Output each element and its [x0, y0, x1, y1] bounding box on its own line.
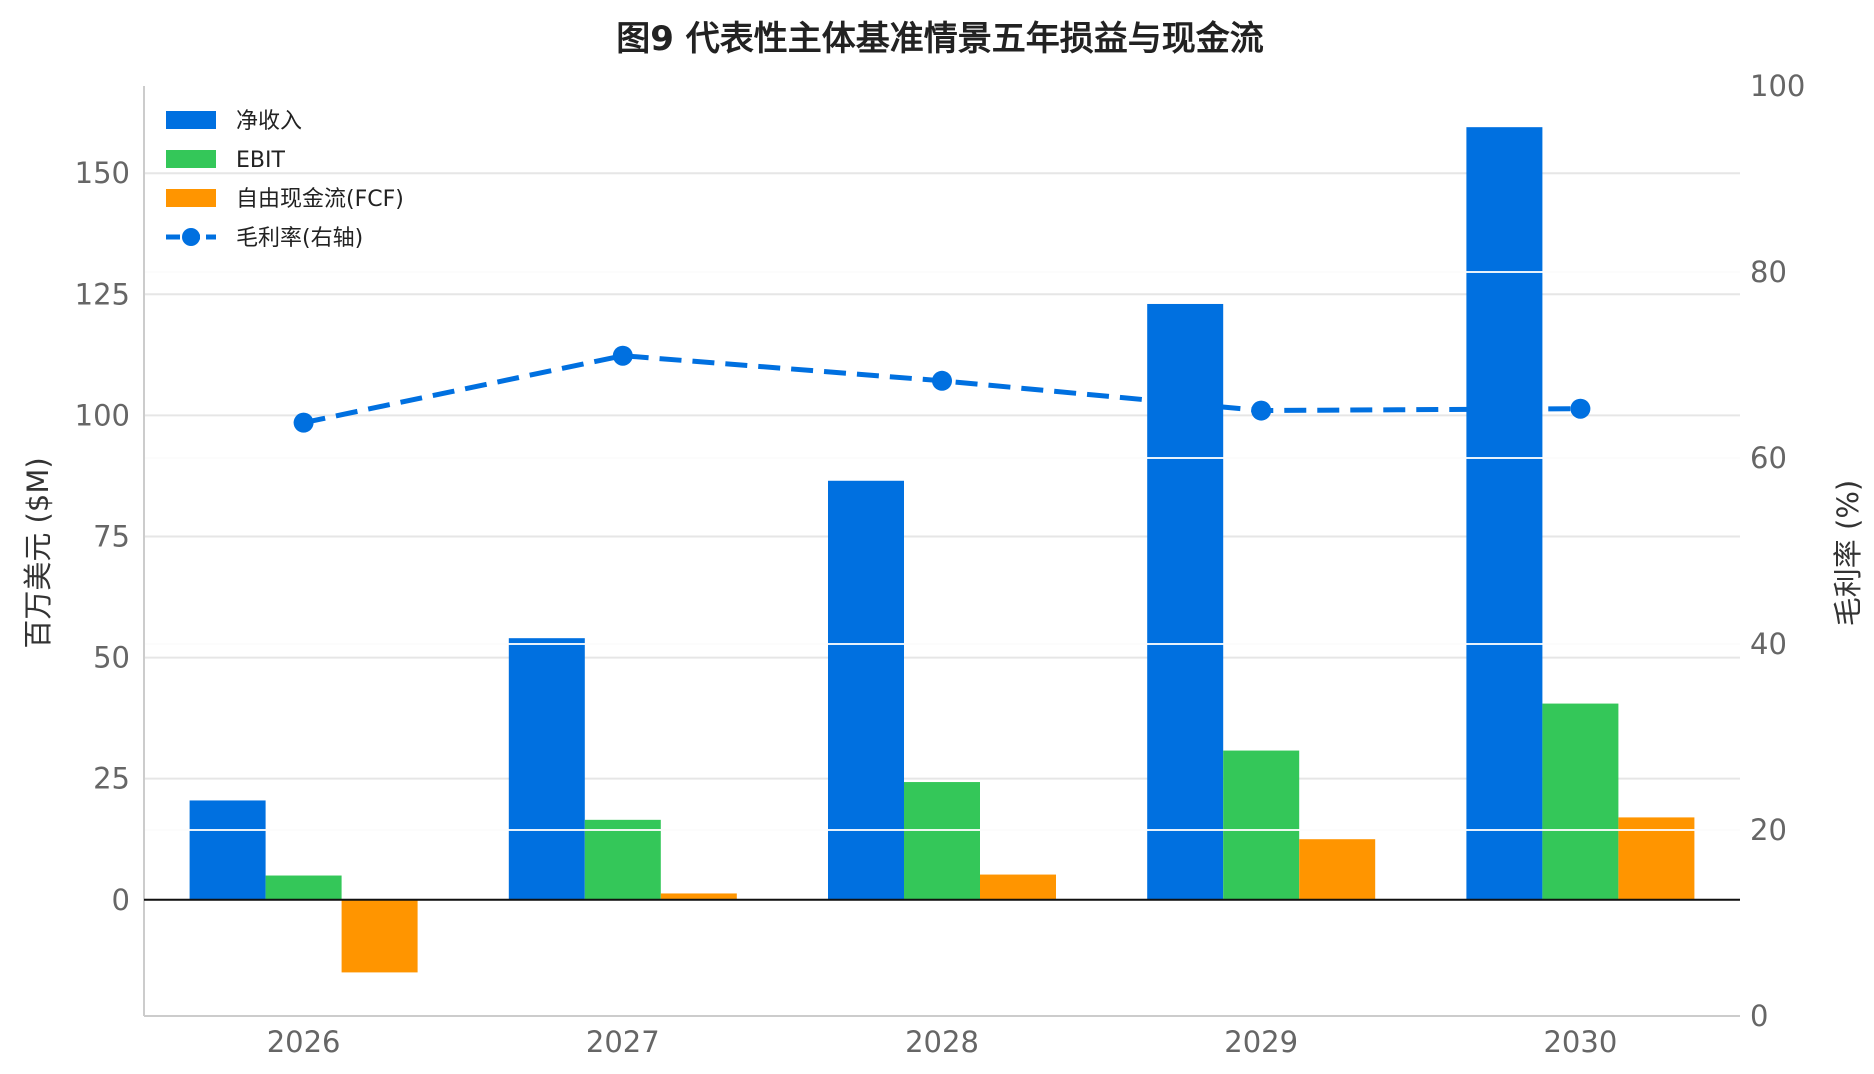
y2-tick-label: 40 — [1750, 627, 1787, 661]
x-tick-label: 2029 — [1224, 1025, 1298, 1059]
bar-2-2026 — [265, 875, 342, 900]
y-tick-label: 0 — [112, 883, 130, 917]
y2-tick-label: 0 — [1750, 999, 1768, 1033]
y-tick-label: 25 — [93, 762, 130, 796]
x-tick-label: 2030 — [1543, 1025, 1617, 1059]
legend-label: 净收入 — [236, 109, 302, 134]
y-tick-label: 150 — [75, 156, 130, 190]
margin-point-2026 — [293, 412, 314, 433]
margin-line — [293, 345, 1591, 433]
axes — [143, 86, 1740, 1017]
y2-tick-label: 80 — [1750, 255, 1787, 289]
y2-axis-label: 毛利率 (%) — [1831, 480, 1865, 626]
y-tick-label: 125 — [75, 277, 130, 311]
bar-3-2030 — [1618, 817, 1695, 900]
x-tick-label: 2026 — [267, 1025, 341, 1059]
bar-1-2026 — [189, 800, 266, 900]
bar-2-2029 — [1223, 750, 1300, 900]
legend-label: EBIT — [236, 148, 285, 173]
bar-2-2028 — [904, 782, 980, 900]
x-tick-label: 2027 — [586, 1025, 660, 1059]
bar-2-2027 — [584, 819, 661, 900]
chart-title: 图9 代表性主体基准情景五年损益与现金流 — [616, 19, 1264, 59]
bar-2-2030 — [1542, 703, 1619, 900]
margin-point-2028 — [932, 370, 952, 391]
legend-swatch-marker — [182, 228, 200, 246]
margin-point-2029 — [1251, 400, 1272, 421]
bar-3-2028 — [980, 874, 1056, 900]
ticks: 0 25 50 75 100 125 150 0 20 40 60 80 100 2026 2027 2028… — [75, 69, 1806, 1059]
margin-point-2030 — [1570, 398, 1591, 419]
y2-tick-label: 60 — [1750, 441, 1787, 475]
y-tick-label: 75 — [93, 519, 130, 553]
legend-label: 自由现金流(FCF) — [236, 187, 404, 212]
legend-swatch — [166, 189, 216, 207]
bars — [144, 127, 1740, 973]
legend-swatch — [166, 111, 216, 129]
y-axis-label: 百万美元 ($M) — [21, 457, 55, 648]
margin-point-2027 — [612, 345, 633, 366]
bar-3-2027 — [660, 893, 737, 900]
y2-tick-label: 100 — [1750, 69, 1805, 103]
bar-3-2029 — [1299, 839, 1376, 900]
bar-1-2030 — [1466, 127, 1543, 900]
legend-label: 毛利率(右轴) — [236, 226, 363, 251]
bar-3-2026 — [341, 899, 418, 973]
y2-tick-label: 20 — [1750, 813, 1787, 847]
y-tick-label: 100 — [75, 398, 130, 432]
bar-1-2029 — [1147, 303, 1224, 900]
bar-1-2027 — [508, 638, 585, 900]
bar-1-2028 — [828, 480, 904, 900]
legend: 净收入 EBIT 自由现金流(FCF) 毛利率(右轴) — [166, 109, 404, 251]
x-tick-label: 2028 — [905, 1025, 979, 1059]
y-tick-label: 50 — [93, 641, 130, 675]
legend-swatch — [166, 150, 216, 168]
